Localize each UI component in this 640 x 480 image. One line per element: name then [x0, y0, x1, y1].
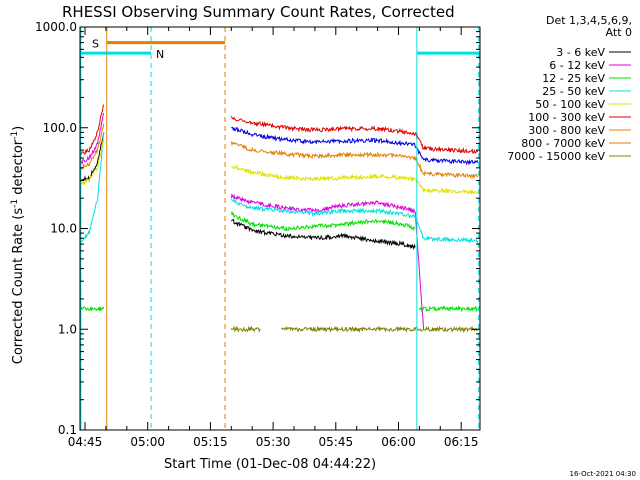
y-tick-label: 1.0	[58, 322, 77, 336]
legend-label: 100 - 300 keV	[528, 111, 605, 124]
series-line	[80, 132, 105, 243]
x-tick-label: 05:15	[193, 435, 228, 449]
series-line	[230, 192, 425, 330]
y-tick-label: 10.0	[50, 222, 77, 236]
chart-title: RHESSI Observing Summary Count Rates, Co…	[62, 3, 455, 21]
x-tick-label: 06:00	[381, 435, 416, 449]
series-line	[230, 210, 416, 232]
legend-label: 50 - 100 keV	[535, 98, 605, 111]
legend-label: 300 - 800 keV	[528, 124, 605, 137]
x-tick-label: 05:00	[130, 435, 165, 449]
series-line	[231, 163, 479, 196]
series-line	[231, 126, 479, 166]
x-tick-label: 06:15	[444, 435, 479, 449]
series-line	[230, 197, 479, 245]
x-axis-label: Start Time (01-Dec-08 04:44:22)	[164, 457, 376, 472]
series-line	[80, 123, 105, 171]
legend-label: 7000 - 15000 keV	[507, 150, 605, 163]
series-line	[80, 112, 105, 166]
legend-label: 800 - 7000 keV	[521, 137, 605, 150]
series-layer	[80, 104, 479, 334]
series-line	[80, 137, 105, 186]
y-tick-label: 0.1	[58, 423, 77, 437]
x-tick-label: 05:45	[319, 435, 354, 449]
series-line	[230, 115, 479, 155]
series-line	[80, 104, 105, 156]
y-tick-label: 100.0	[43, 121, 77, 135]
legend-header-detectors: Det 1,3,4,5,6,9,	[546, 14, 632, 27]
legend-label: 6 - 12 keV	[549, 59, 605, 72]
series-line	[80, 132, 105, 182]
state-bar-label: S	[92, 38, 99, 51]
legend-label: 3 - 6 keV	[556, 46, 605, 59]
plot-area: S N 1000.0 100.0 10.0 1.0 0.104:45 05:00 05:15 0…	[35, 20, 481, 449]
generation-timestamp: 16-Oct-2021 04:30	[570, 470, 636, 478]
legend-header-attenuator: Att 0	[606, 26, 632, 39]
series-line	[230, 325, 261, 333]
x-tick-label: 04:45	[68, 435, 103, 449]
series-line	[281, 325, 479, 334]
series-line	[80, 305, 105, 312]
series-line	[418, 305, 478, 313]
legend-label: 12 - 25 keV	[542, 72, 605, 85]
tick-layer: 1000.0 100.0 10.0 1.0 0.104:45 05:00 05:15 05:3…	[35, 20, 480, 449]
series-line	[230, 141, 479, 180]
series-line	[230, 219, 416, 251]
y-axis-label: Corrected Count Rate (s-1 detector-1)	[10, 126, 26, 364]
x-tick-label: 05:30	[256, 435, 291, 449]
y-tick-label: 1000.0	[35, 20, 77, 34]
legend-label: 25 - 50 keV	[542, 85, 605, 98]
state-bar-label: N	[156, 48, 164, 61]
